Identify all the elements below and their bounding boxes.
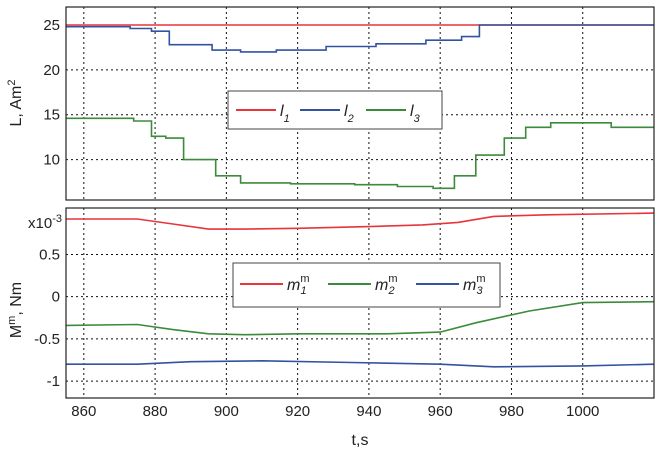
top-y-tick-label: 20 xyxy=(43,62,60,79)
bottom-x-tick-label: 980 xyxy=(499,403,524,420)
bottom-x-tick-label: 960 xyxy=(428,403,453,420)
bottom-x-axis-label: t,s xyxy=(352,432,369,449)
top-legend-label-l3: l3 xyxy=(410,103,421,125)
bottom-x-tick-label: 940 xyxy=(356,403,381,420)
top-y-tick-label: 25 xyxy=(43,17,60,34)
bottom-legend-label-m1: mm 1 xyxy=(287,273,310,297)
bottom-legend-label-m2: mm 2 xyxy=(375,273,398,297)
bottom-x-tick-label: 900 xyxy=(214,403,239,420)
bottom-legend: mm 1 mm 2 mm 3 xyxy=(232,262,501,308)
bottom-series-line-1 xyxy=(66,212,655,230)
top-y-axis-label: L, Am2 xyxy=(6,79,25,126)
bottom-y-tick-labels: -1 -0.5 0 0.5 xyxy=(34,246,60,390)
bottom-x-tick-labels: 860 880 900 920 940 960 980 1000 xyxy=(71,403,599,420)
top-series xyxy=(66,24,654,190)
panel-bottom: -1 -0.5 0 0.5 860 880 900 920 940 960 980 1000 x10… xyxy=(6,207,655,449)
bottom-x-tick-label: 880 xyxy=(143,403,168,420)
top-y-tick-label: 15 xyxy=(43,107,60,124)
top-y-tick-labels: 10 15 20 25 xyxy=(43,17,60,169)
top-series-line-2 xyxy=(66,24,654,53)
bottom-y-tick-label: -0.5 xyxy=(34,331,60,348)
bottom-x-tick-label: 860 xyxy=(71,403,96,420)
bottom-x-tick-label: 1000 xyxy=(566,403,599,420)
bottom-x-tick-label: 920 xyxy=(285,403,310,420)
bottom-series-line-3 xyxy=(66,359,655,368)
panel-top: 10 15 20 25 L, Am2 l1 l2 l3 xyxy=(6,6,655,201)
top-legend-label-l2: l2 xyxy=(344,103,354,125)
bottom-series-line-2 xyxy=(65,300,655,336)
top-y-tick-label: 10 xyxy=(43,152,60,169)
bottom-legend-label-m3: mm 3 xyxy=(463,273,486,297)
top-legend: l1 l2 l3 xyxy=(227,90,443,130)
bottom-y-axis-label: Mm, Nm xyxy=(6,282,25,338)
bottom-plot-frame xyxy=(65,207,655,399)
top-plot-frame xyxy=(65,6,655,201)
top-series-line-3 xyxy=(66,117,654,190)
bottom-y-tick-label: -1 xyxy=(47,373,60,390)
top-legend-label-l1: l1 xyxy=(280,103,290,125)
bottom-series xyxy=(65,212,655,368)
bottom-y-tick-label: 0 xyxy=(52,289,60,306)
bottom-y-multiplier: x10-3 xyxy=(28,213,62,232)
bottom-y-tick-label: 0.5 xyxy=(39,246,60,263)
